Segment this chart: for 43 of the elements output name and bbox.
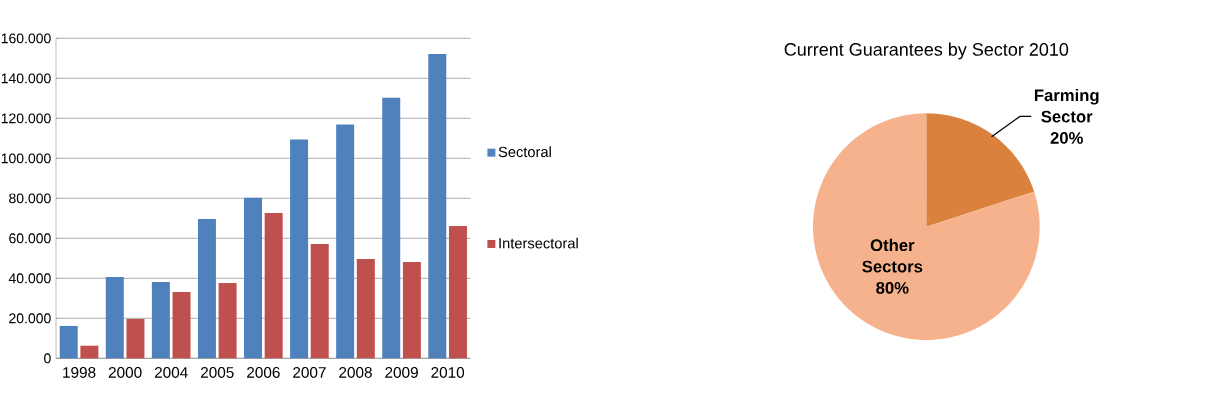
x-tick-label: 1998 [63, 367, 96, 378]
data-label: 80% [876, 281, 909, 294]
y-tick-label: 60.000 [9, 233, 51, 244]
bar [218, 283, 237, 359]
bar [428, 54, 447, 359]
y-tick-label: 160.000 [1, 33, 51, 44]
x-tick-label: 2000 [108, 367, 142, 378]
bar [105, 277, 124, 359]
y-tick-label: 100.000 [1, 153, 51, 164]
legend-label: Sectoral [498, 146, 551, 158]
bar [151, 282, 170, 359]
y-tick-label: 40.000 [8, 273, 51, 284]
bar [402, 262, 421, 359]
slice-label: Farming Sector [1034, 88, 1099, 123]
bar [290, 139, 309, 359]
x-tick-label: 2007 [293, 367, 326, 378]
bar [244, 197, 263, 359]
x-tick-label: 2010 [431, 367, 465, 378]
bar [448, 226, 467, 359]
bar [310, 244, 329, 359]
bar [264, 212, 283, 359]
bar [172, 292, 191, 359]
bar [59, 325, 78, 359]
chart-title: Current Guarantees by Sector 2010 [784, 42, 1069, 60]
x-tick-label: 2008 [339, 367, 372, 378]
x-tick-label: 2004 [154, 367, 188, 378]
y-tick-label: 0 [44, 353, 51, 364]
legend-label: Intersectoral [499, 237, 578, 249]
x-tick-label: 2005 [200, 367, 234, 378]
bar [356, 259, 375, 359]
bar [80, 345, 99, 359]
slice-label: Other Sectors [862, 238, 923, 273]
data-label: 20% [1050, 132, 1083, 144]
bar [126, 318, 145, 359]
x-tick-label: 2006 [247, 367, 280, 378]
y-tick-label: 80.000 [9, 193, 51, 204]
bar [382, 97, 401, 359]
bar [336, 124, 355, 359]
bar [197, 219, 216, 359]
x-tick-label: 2009 [385, 367, 418, 378]
y-tick-label: 140.000 [1, 73, 51, 84]
y-tick-label: 20.000 [9, 313, 51, 324]
y-tick-label: 120.000 [1, 113, 51, 124]
